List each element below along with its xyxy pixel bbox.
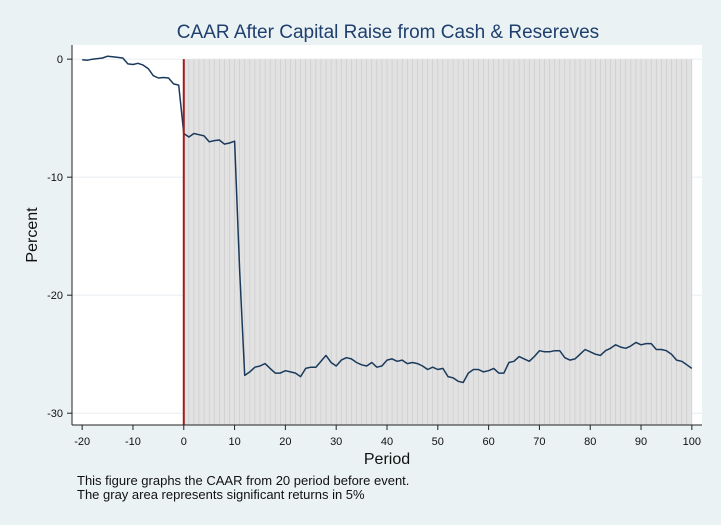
x-tick-label: 30 xyxy=(330,436,342,448)
figure-note-1: This figure graphs the CAAR from 20 peri… xyxy=(77,473,410,488)
x-tick-label: 80 xyxy=(584,436,596,448)
figure-note-2: The gray area represents significant ret… xyxy=(77,487,365,502)
x-tick-label: 0 xyxy=(181,436,187,448)
x-tick-label: 90 xyxy=(635,436,647,448)
chart-title: CAAR After Capital Raise from Cash & Res… xyxy=(177,22,599,43)
x-tick-label: 70 xyxy=(533,436,545,448)
x-tick-label: -20 xyxy=(74,436,90,448)
y-axis-title: Percent xyxy=(24,207,41,263)
axes: 0 -10 -20 -30 -20 -10 0 10 20 30 40 50 60 70 80 90 100 xyxy=(47,45,702,448)
y-tick-label: -20 xyxy=(47,290,63,302)
x-tick-label: 20 xyxy=(279,436,291,448)
y-tick-label: -10 xyxy=(47,172,63,184)
x-axis-title: Period xyxy=(364,451,410,468)
y-tick-label: 0 xyxy=(57,54,63,66)
x-tick-label: 100 xyxy=(683,436,701,448)
x-tick-label: 50 xyxy=(432,436,444,448)
y-tick-label: -30 xyxy=(47,408,63,420)
significant-region xyxy=(183,59,693,425)
x-tick-label: 10 xyxy=(228,436,240,448)
x-tick-label: -10 xyxy=(125,436,141,448)
x-tick-label: 40 xyxy=(381,436,393,448)
x-tick-label: 60 xyxy=(482,436,494,448)
